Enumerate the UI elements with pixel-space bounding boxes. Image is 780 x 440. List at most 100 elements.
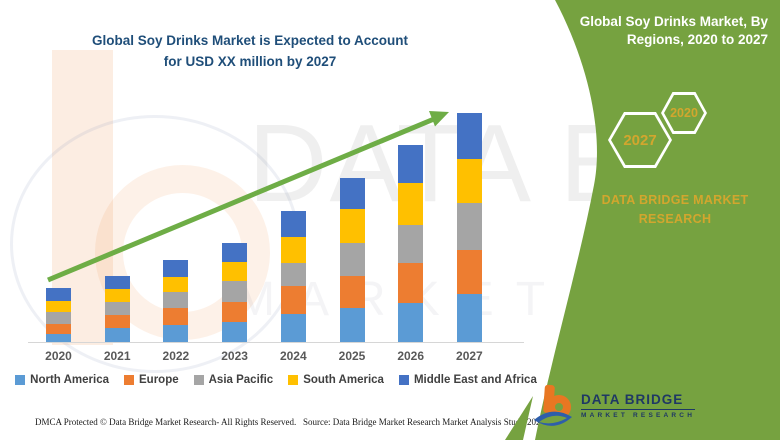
trend-arrow-line	[47, 116, 435, 283]
bar-segment	[104, 302, 130, 315]
bar-segment	[398, 303, 424, 342]
bar-segment	[398, 183, 424, 225]
bar-segment	[339, 308, 365, 342]
legend-item: North America	[15, 374, 109, 386]
bar-segment	[280, 237, 306, 263]
bar-segment	[456, 203, 482, 250]
bar-segment	[46, 324, 71, 334]
panel-title-line1: Global Soy Drinks Market, By	[579, 14, 768, 29]
bar-segment	[339, 276, 365, 308]
legend-label: Asia Pacific	[208, 374, 274, 386]
x-axis-label: 2023	[221, 349, 248, 363]
brand-text-line2: RESEARCH	[638, 212, 712, 226]
brand-text: DATA BRIDGE MARKET RESEARCH	[585, 191, 765, 229]
bar-segment	[280, 286, 306, 314]
panel-title: Global Soy Drinks Market, By Regions, 20…	[533, 13, 768, 48]
bar-segment	[163, 277, 189, 292]
bar-segment	[456, 250, 482, 294]
bars-layer	[28, 0, 524, 342]
bar-segment	[398, 263, 424, 303]
logo-name: DATA BRIDGE	[581, 392, 696, 410]
chart-title-line1: Global Soy Drinks Market is Expected to …	[91, 33, 409, 48]
bar-segment	[456, 159, 482, 203]
bar-segment	[339, 243, 365, 276]
bar-segment	[46, 312, 71, 324]
bar-2027	[456, 113, 482, 342]
green-panel-shape	[535, 0, 780, 440]
bar-segment	[163, 308, 189, 325]
bar-segment	[222, 243, 248, 262]
trend-arrow-head	[429, 111, 449, 127]
legend-label: Middle East and Africa	[413, 374, 537, 386]
logo-subtitle: MARKET RESEARCH	[581, 412, 696, 419]
legend-item: Middle East and Africa	[398, 374, 537, 386]
hexagon-2020: 2020	[661, 92, 707, 134]
legend-swatch	[193, 375, 204, 385]
bar-segment	[46, 288, 71, 301]
x-axis-label: 2027	[456, 349, 483, 363]
footer-copyright: DMCA Protected © Data Bridge Market Rese…	[35, 417, 297, 427]
bar-segment	[280, 263, 306, 286]
bar-segment	[398, 225, 424, 263]
legend-label: South America	[303, 374, 384, 386]
legend-swatch	[124, 375, 134, 385]
bar-segment	[163, 325, 189, 342]
legend: North America Europe Asia Pacific South Ame…	[15, 374, 537, 386]
bar-segment	[456, 294, 482, 342]
x-axis-labels: 2020 2021 2022 2023 2024 2025 2026 2027	[28, 0, 524, 363]
green-corner-triangle	[505, 396, 533, 440]
databridge-logo-text: DATA BRIDGE MARKET RESEARCH	[581, 392, 696, 419]
bar-segment	[280, 314, 306, 342]
bar-segment	[46, 301, 71, 312]
hexagon-2020-label: 2020	[664, 95, 704, 131]
bar-2023	[222, 243, 248, 342]
bar-2020	[46, 288, 71, 342]
bar-segment	[104, 328, 130, 342]
bar-segment	[163, 260, 189, 277]
x-axis-label: 2026	[397, 349, 425, 363]
x-axis-label: 2022	[162, 349, 190, 363]
chart-title-line2: for USD XX million by 2027	[163, 54, 337, 69]
legend-swatch	[398, 375, 409, 385]
bar-segment	[456, 113, 482, 159]
hexagon-2027: 2027	[608, 112, 672, 168]
legend-label: Europe	[139, 374, 179, 386]
bar-segment	[46, 334, 71, 342]
bar-chart: 2020 2021 2022 2023 2024 2025 2026 2027	[28, 0, 524, 363]
bar-segment	[163, 292, 189, 308]
bar-segment	[339, 209, 365, 243]
bar-segment	[104, 315, 130, 328]
bar-2024	[280, 211, 306, 342]
bar-segment	[222, 262, 248, 281]
bar-segment	[222, 322, 248, 342]
x-axis-label: 2024	[279, 349, 307, 363]
legend-item: Europe	[124, 374, 179, 386]
x-axis-label: 2020	[45, 349, 72, 363]
brand-text-line1: DATA BRIDGE MARKET	[601, 193, 749, 207]
bar-segment	[280, 211, 306, 237]
bar-segment	[222, 302, 248, 322]
bar-2021	[104, 276, 130, 342]
bar-segment	[104, 276, 130, 289]
legend-label: North America	[30, 374, 109, 386]
legend-item: South America	[288, 374, 384, 386]
panel-title-line2: Regions, 2020 to 2027	[626, 31, 768, 47]
hexagon-2027-label: 2027	[611, 115, 669, 165]
databridge-logo-icon	[534, 384, 572, 426]
databridge-logo: DATA BRIDGE MARKET RESEARCH	[533, 384, 696, 432]
bar-segment	[222, 281, 248, 302]
x-axis-label: 2025	[338, 349, 366, 363]
bar-segment	[104, 289, 130, 302]
bar-2025	[339, 178, 365, 342]
footer-source: Source: Data Bridge Market Research Mark…	[303, 417, 545, 427]
bar-segment	[339, 178, 365, 209]
legend-swatch	[15, 375, 26, 385]
x-axis-label: 2021	[103, 349, 131, 363]
bar-2022	[163, 260, 189, 342]
legend-item: Asia Pacific	[193, 374, 274, 386]
bar-2026	[398, 145, 424, 342]
legend-swatch	[288, 375, 299, 385]
trend-arrow	[47, 111, 449, 283]
